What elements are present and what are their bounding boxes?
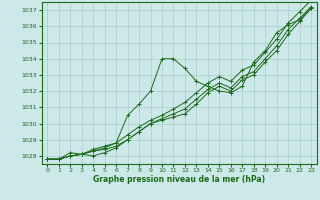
X-axis label: Graphe pression niveau de la mer (hPa): Graphe pression niveau de la mer (hPa) — [93, 175, 265, 184]
